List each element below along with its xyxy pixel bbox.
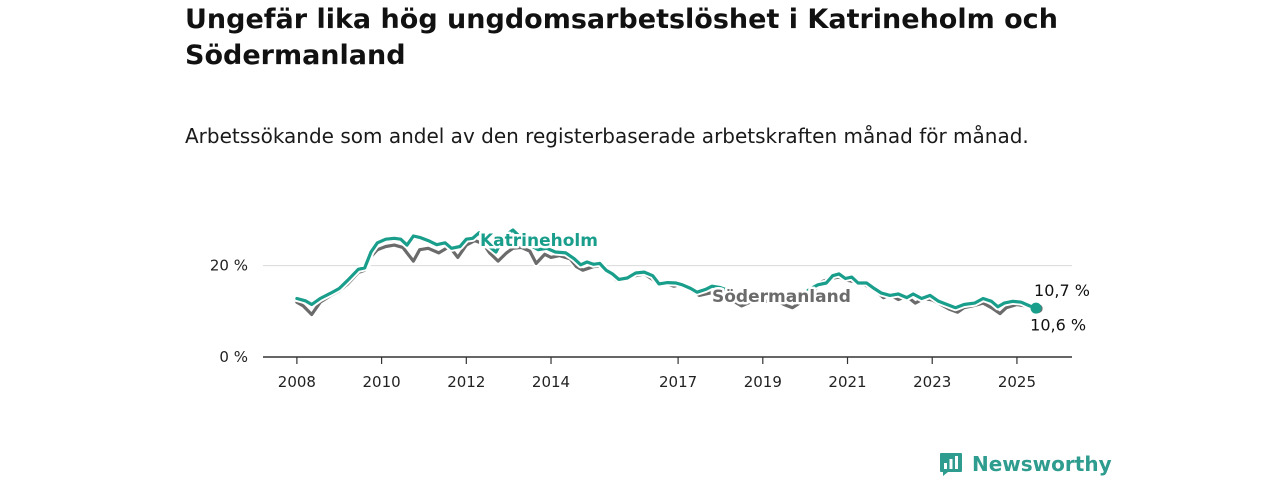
x-tick-label: 2019 xyxy=(744,373,782,391)
y-axis: 0 % 20 % xyxy=(210,257,248,366)
logo-text: Newsworthy xyxy=(972,452,1112,476)
x-tick-label: 2012 xyxy=(447,373,485,391)
chart-title: Ungefär lika hög ungdomsarbetslöshet i K… xyxy=(185,4,1058,71)
y-tick-label: 0 % xyxy=(219,348,248,366)
newsworthy-logo-icon xyxy=(940,453,962,476)
grid-layer xyxy=(263,265,1072,358)
x-axis: 2008 2010 2012 2014 2017 2019 2021 2023 2025 xyxy=(278,357,1036,391)
x-tick-label: 2014 xyxy=(532,373,570,391)
series-line-sdermanland xyxy=(295,239,1040,317)
series-name-label: Södermanland xyxy=(712,287,851,307)
end-value-label: 10,6 % xyxy=(1030,316,1086,335)
x-tick-label: 2021 xyxy=(828,373,866,391)
series-layer xyxy=(293,226,1042,318)
x-tick-label: 2025 xyxy=(998,373,1036,391)
series-end-marker xyxy=(1030,302,1042,314)
newsworthy-logo: Newsworthy xyxy=(938,448,1112,480)
series-name-halo: Katrineholm xyxy=(480,231,598,251)
x-tick-label: 2010 xyxy=(363,373,401,391)
series-line-katrineholm xyxy=(295,228,1038,310)
series-name-label: Katrineholm xyxy=(480,231,598,251)
x-tick-label: 2008 xyxy=(278,373,316,391)
y-tick-label: 20 % xyxy=(210,257,248,275)
chart-subtitle: Arbetssökande som andel av den registerb… xyxy=(185,124,1029,148)
label-layer: 10,7 %10,6 %KatrineholmKatrineholmSöderm… xyxy=(478,229,1090,335)
series-name-halo: Södermanland xyxy=(712,287,851,307)
x-tick-label: 2023 xyxy=(913,373,951,391)
x-tick-label: 2017 xyxy=(659,373,697,391)
end-value-label: 10,7 % xyxy=(1034,281,1090,300)
